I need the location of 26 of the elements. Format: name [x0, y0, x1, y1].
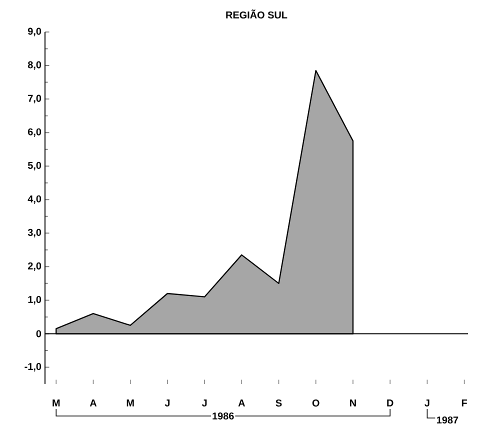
y-tick-label: 6,0: [28, 128, 42, 137]
y-tick-label: 9,0: [28, 28, 42, 36]
x-tick-label: J: [164, 400, 170, 406]
y-tick-label: 2,0: [28, 262, 42, 271]
x-tick-label: O: [312, 400, 320, 407]
chart-title: REGIÃO SUL: [226, 10, 288, 19]
y-tick-label: 1,0: [28, 296, 42, 304]
x-tick-label: M: [52, 400, 60, 406]
x-tick-label: D: [387, 400, 394, 406]
y-tick-label: 0: [36, 330, 42, 338]
x-tick-label: S: [276, 400, 282, 407]
x-tick-label: J: [202, 400, 207, 406]
x-tick-label: A: [238, 400, 245, 406]
text: 1986: [212, 412, 234, 420]
x-tick-label: F: [462, 400, 467, 406]
y-tick-label: 8,0: [28, 61, 42, 70]
y-tick-label: 4,0: [28, 195, 42, 204]
x-tick-label: N: [350, 400, 356, 406]
y-tick-label: -1,0: [24, 362, 42, 372]
x-tick-label: A: [90, 400, 97, 406]
text: 1987: [437, 416, 458, 424]
x-tick-label: J: [424, 400, 430, 406]
x-tick-label: M: [126, 400, 134, 406]
y-tick-label: 5,0: [28, 162, 42, 170]
y-tick-label: 7,0: [28, 94, 42, 104]
y-tick-label: 3,0: [28, 228, 42, 238]
